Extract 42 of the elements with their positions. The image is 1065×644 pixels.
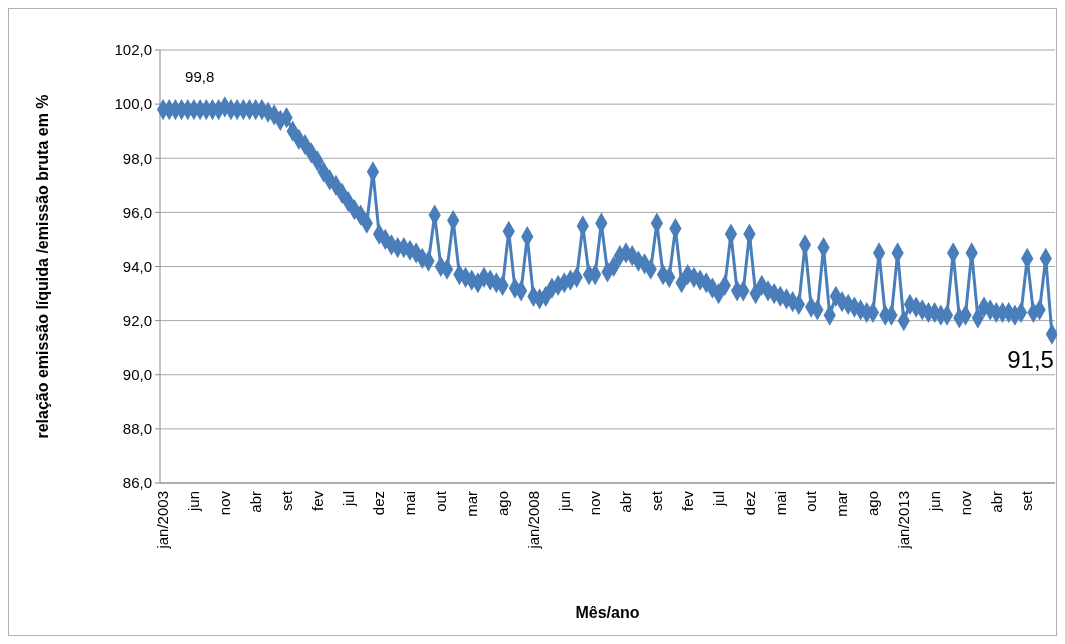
data-label: 91,5 [1007, 346, 1054, 374]
x-tick-label: jan/2008 [524, 491, 542, 550]
x-tick-label: out [432, 490, 450, 512]
y-tick-label: 100,0 [114, 95, 152, 113]
x-tick-label: jul [339, 491, 357, 508]
x-tick-label: nov [956, 490, 974, 516]
y-tick-label: 92,0 [122, 311, 152, 329]
y-tick-label: 102,0 [114, 41, 152, 59]
y-tick-label: 86,0 [122, 474, 152, 492]
x-tick-label: nov [216, 490, 234, 516]
x-tick-label: mai [401, 491, 419, 516]
x-tick-label: abr [246, 491, 264, 513]
x-tick-label: jan/2003 [154, 491, 172, 550]
x-tick-label: fev [678, 490, 696, 512]
x-tick-label: fev [308, 490, 326, 512]
x-tick-label: dez [370, 491, 388, 516]
x-tick-label: mai [771, 491, 789, 516]
x-tick-label: nov [586, 490, 604, 516]
x-tick-label: jun [185, 491, 203, 513]
x-tick-label: jun [925, 491, 943, 513]
x-tick-label: set [648, 490, 666, 512]
y-tick-label: 96,0 [122, 203, 152, 221]
x-tick-label: dez [740, 491, 758, 516]
x-tick-label: jun [555, 491, 573, 513]
x-tick-label: set [1018, 490, 1036, 512]
x-tick-label: ago [493, 491, 511, 517]
x-tick-label: mar [462, 491, 480, 517]
x-tick-label: abr [617, 491, 635, 513]
y-axis-title: relação emissão líquida /emissão bruta em % [34, 94, 51, 439]
x-tick-label: jul [709, 491, 727, 508]
x-tick-label: jan/2013 [895, 491, 913, 550]
x-axis-title: Mês/ano [575, 604, 640, 621]
data-label: 99,8 [185, 67, 215, 85]
y-tick-label: 98,0 [122, 149, 152, 167]
x-tick-label: set [277, 490, 295, 512]
x-tick-label: mar [833, 491, 851, 517]
y-tick-label: 90,0 [122, 366, 152, 383]
y-tick-label: 94,0 [122, 257, 152, 275]
y-tick-label: 88,0 [122, 420, 152, 438]
x-tick-label: out [802, 490, 820, 512]
x-tick-label: abr [987, 491, 1005, 513]
x-tick-label: ago [864, 491, 882, 517]
